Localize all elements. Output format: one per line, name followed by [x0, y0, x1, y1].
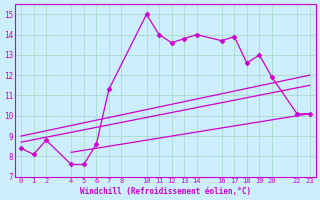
X-axis label: Windchill (Refroidissement éolien,°C): Windchill (Refroidissement éolien,°C) [80, 187, 251, 196]
